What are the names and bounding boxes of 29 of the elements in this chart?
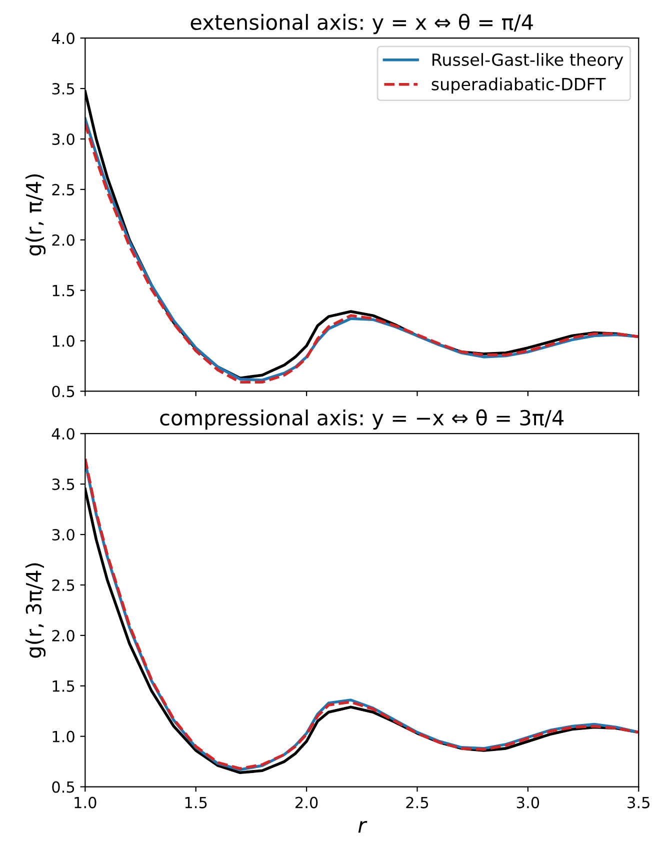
x-tick-label: 3.5 (628, 796, 650, 808)
y-tick-label: 1.0 (52, 730, 74, 742)
y-tick-label: 1.0 (52, 335, 74, 347)
x-tick-label: 2.5 (406, 796, 428, 808)
y-tick-label: 0.5 (52, 781, 74, 793)
y-tick-label: 4.0 (52, 32, 74, 44)
x-tick-label: 1.5 (185, 796, 207, 808)
y-axis-title: g(r, π/4) (25, 174, 46, 256)
y-tick-label: 1.5 (52, 680, 74, 692)
x-axis-title: r (358, 821, 368, 833)
x-tick-label: 3.0 (516, 796, 540, 808)
chart-title: compressional axis: y = −x ⇔ θ = 3π/4 (160, 409, 564, 430)
y-tick-label: 2.0 (52, 234, 74, 246)
y-tick-label: 3.5 (52, 82, 74, 95)
y-tick-label: 2.0 (52, 630, 74, 642)
y-axis-title: g(r, 3π/4) (25, 563, 46, 658)
y-tick-label: 3.5 (52, 478, 74, 490)
y-tick-label: 2.5 (52, 184, 74, 196)
y-tick-label: 3.0 (52, 133, 74, 145)
x-tick-label: 1.0 (74, 796, 96, 808)
legend-label: superadiabatic-DDFT (432, 78, 606, 94)
y-tick-label: 2.5 (52, 579, 74, 591)
x-tick-label: 2.0 (296, 796, 318, 808)
y-tick-label: 3.0 (52, 528, 74, 541)
y-tick-label: 4.0 (52, 428, 74, 440)
y-tick-label: 1.5 (52, 284, 74, 296)
legend-label: Russel-Gast-like theory (432, 53, 624, 70)
y-tick-label: 0.5 (52, 386, 74, 398)
chart-title: extensional axis: y = x ⇔ θ = π/4 (190, 14, 533, 34)
